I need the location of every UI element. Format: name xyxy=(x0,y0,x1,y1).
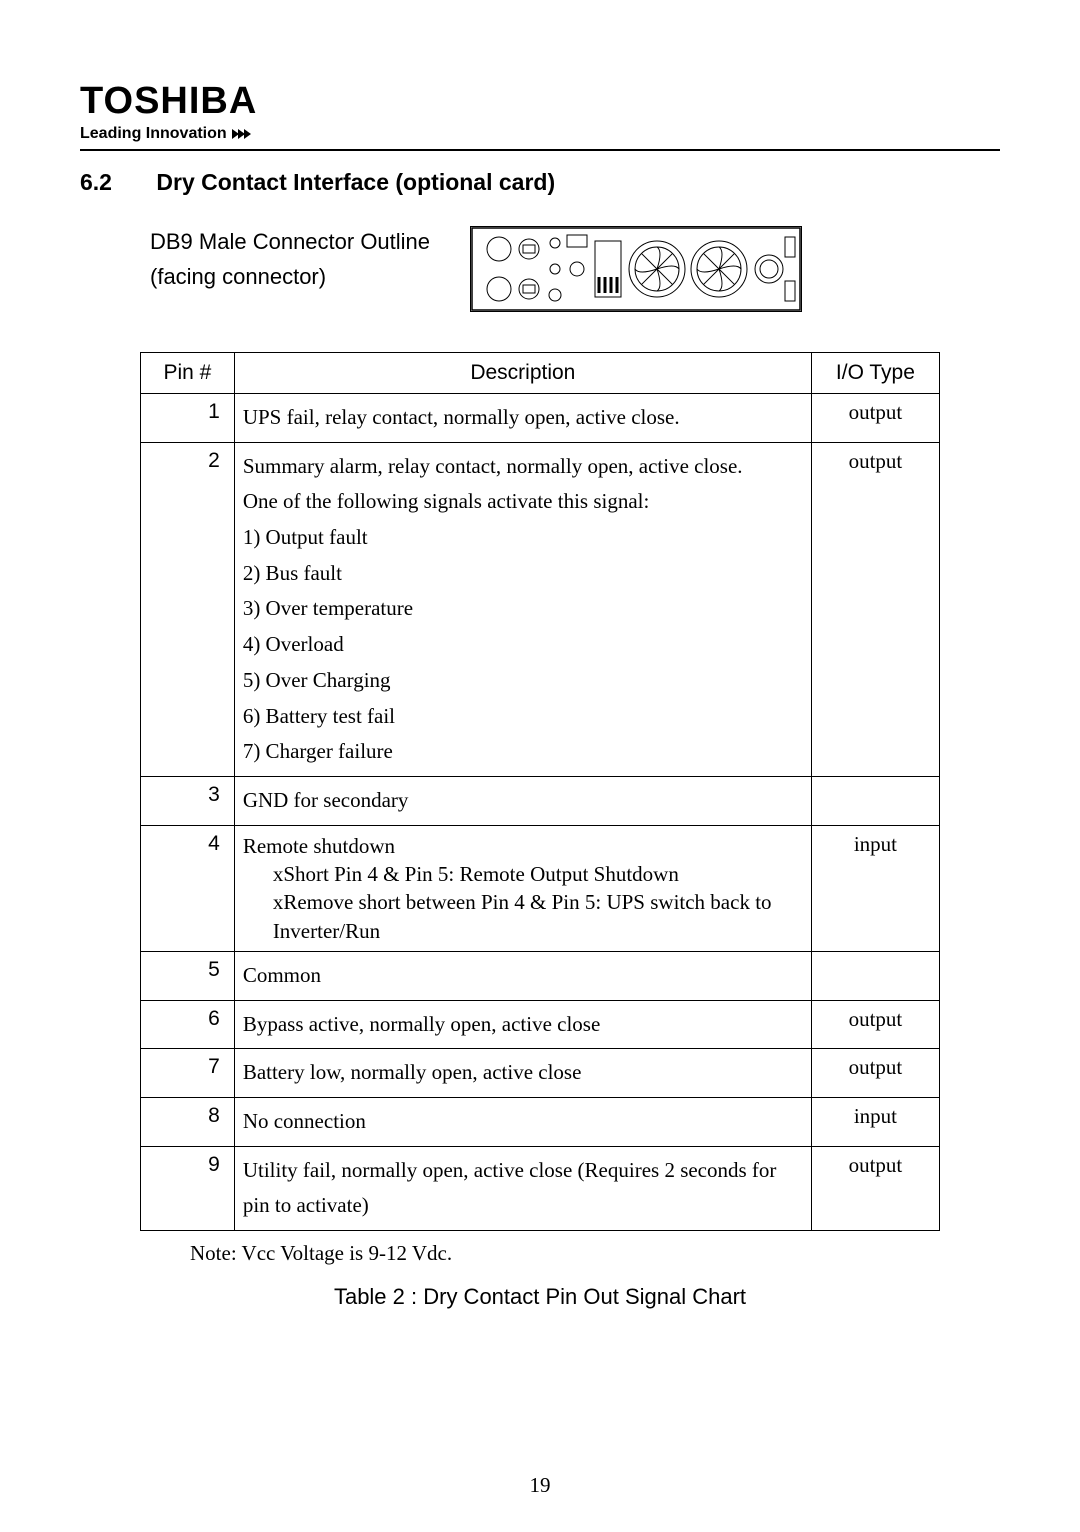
cell-desc: UPS fail, relay contact, normally open, … xyxy=(234,394,811,443)
table-row: 5 Common xyxy=(141,951,940,1000)
desc-line: 1) Output fault xyxy=(243,520,803,556)
cell-desc: Utility fail, normally open, active clos… xyxy=(234,1146,811,1230)
cell-pin: 8 xyxy=(141,1098,235,1147)
cell-pin: 9 xyxy=(141,1146,235,1230)
document-page: TOSHIBA Leading Innovation 6.2 Dry Conta… xyxy=(0,0,1080,1532)
subheading-row: DB9 Male Connector Outline (facing conne… xyxy=(80,224,1000,312)
cell-pin: 2 xyxy=(141,442,235,776)
subheading-line1: DB9 Male Connector Outline xyxy=(150,224,430,259)
brand-wordmark: TOSHIBA xyxy=(80,80,1000,123)
table-row: 9 Utility fail, normally open, active cl… xyxy=(141,1146,940,1230)
rear-panel-diagram xyxy=(470,226,802,312)
cell-desc: Bypass active, normally open, active clo… xyxy=(234,1000,811,1049)
table-row: 2 Summary alarm, relay contact, normally… xyxy=(141,442,940,776)
cell-io: output xyxy=(811,1049,939,1098)
desc-line: One of the following signals activate th… xyxy=(243,484,803,520)
table-row: 6 Bypass active, normally open, active c… xyxy=(141,1000,940,1049)
section-heading: 6.2 Dry Contact Interface (optional card… xyxy=(80,169,1000,196)
desc-line: Remote shutdown xyxy=(243,832,803,860)
desc-line: 2) Bus fault xyxy=(243,556,803,592)
table-row: 8 No connection input xyxy=(141,1098,940,1147)
cell-io: output xyxy=(811,1000,939,1049)
tagline-text: Leading Innovation xyxy=(80,125,227,143)
cell-pin: 4 xyxy=(141,825,235,951)
cell-io xyxy=(811,776,939,825)
section-title: Dry Contact Interface (optional card) xyxy=(156,169,555,195)
header-rule xyxy=(80,149,1000,151)
brand-header: TOSHIBA Leading Innovation xyxy=(80,80,1000,151)
cell-desc: Common xyxy=(234,951,811,1000)
cell-desc: Summary alarm, relay contact, normally o… xyxy=(234,442,811,776)
cell-pin: 6 xyxy=(141,1000,235,1049)
col-desc: Description xyxy=(234,353,811,394)
desc-line: 4) Overload xyxy=(243,627,803,663)
col-io: I/O Type xyxy=(811,353,939,394)
cell-io xyxy=(811,951,939,1000)
table-row: 3 GND for secondary xyxy=(141,776,940,825)
desc-subline: xRemove short between Pin 4 & Pin 5: UPS… xyxy=(243,888,803,945)
cell-pin: 3 xyxy=(141,776,235,825)
desc-line: 6) Battery test fail xyxy=(243,699,803,735)
cell-pin: 1 xyxy=(141,394,235,443)
chevrons-icon xyxy=(233,129,251,139)
table-header-row: Pin # Description I/O Type xyxy=(141,353,940,394)
table-caption: Table 2 : Dry Contact Pin Out Signal Cha… xyxy=(80,1284,1000,1310)
cell-desc: Remote shutdown xShort Pin 4 & Pin 5: Re… xyxy=(234,825,811,951)
cell-io: input xyxy=(811,825,939,951)
cell-io: output xyxy=(811,394,939,443)
cell-desc: GND for secondary xyxy=(234,776,811,825)
cell-pin: 5 xyxy=(141,951,235,1000)
col-pin: Pin # xyxy=(141,353,235,394)
cell-desc: Battery low, normally open, active close xyxy=(234,1049,811,1098)
brand-tagline: Leading Innovation xyxy=(80,125,1000,143)
footnote: Note: Vcc Voltage is 9-12 Vdc. xyxy=(190,1241,1000,1266)
cell-io: input xyxy=(811,1098,939,1147)
desc-line: 5) Over Charging xyxy=(243,663,803,699)
table-row: 4 Remote shutdown xShort Pin 4 & Pin 5: … xyxy=(141,825,940,951)
subheading-text: DB9 Male Connector Outline (facing conne… xyxy=(150,224,430,294)
desc-line: Summary alarm, relay contact, normally o… xyxy=(243,449,803,485)
cell-io: output xyxy=(811,1146,939,1230)
table-row: 7 Battery low, normally open, active clo… xyxy=(141,1049,940,1098)
table-row: 1 UPS fail, relay contact, normally open… xyxy=(141,394,940,443)
cell-io: output xyxy=(811,442,939,776)
desc-subline: xShort Pin 4 & Pin 5: Remote Output Shut… xyxy=(243,860,803,888)
subheading-line2: (facing connector) xyxy=(150,259,430,294)
cell-pin: 7 xyxy=(141,1049,235,1098)
desc-line: 7) Charger failure xyxy=(243,734,803,770)
pin-table: Pin # Description I/O Type 1 UPS fail, r… xyxy=(140,352,940,1231)
section-number: 6.2 xyxy=(80,169,150,196)
cell-desc: No connection xyxy=(234,1098,811,1147)
page-number: 19 xyxy=(0,1473,1080,1498)
desc-line: 3) Over temperature xyxy=(243,591,803,627)
